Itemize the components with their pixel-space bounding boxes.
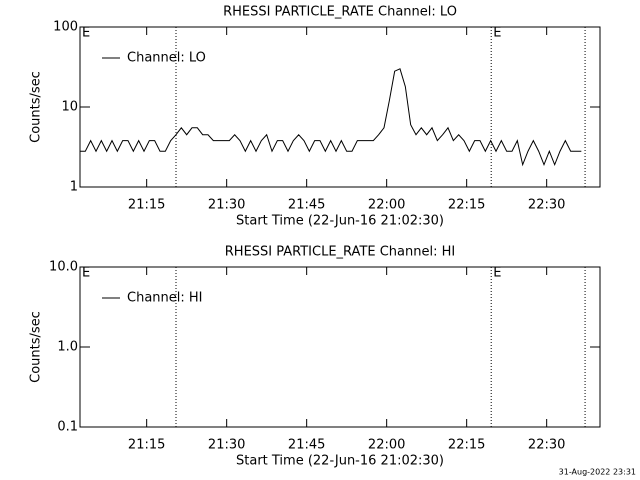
y-tick-label: 100: [53, 20, 78, 35]
x-tick-label: 22:00: [368, 438, 405, 453]
event-label: E: [82, 26, 90, 41]
y-tick-label: 10.0: [49, 260, 78, 275]
footer-date: 31-Aug-2022 23:31: [559, 468, 636, 477]
x-tick-label: 21:15: [128, 438, 165, 453]
x-tick-label: 22:15: [448, 438, 485, 453]
x-tick-label: 22:00: [368, 198, 405, 213]
data-line: [80, 68, 582, 167]
y-tick-label: 0.1: [57, 420, 78, 435]
x-axis-title: Start Time (22-Jun-16 21:02:30): [236, 454, 444, 469]
legend-label: Channel: HI: [127, 291, 203, 306]
y-axis-title: Counts/sec: [29, 71, 44, 143]
x-tick-label: 21:15: [128, 198, 165, 213]
event-label: E: [493, 26, 501, 41]
chart-title: RHESSI PARTICLE_RATE Channel: HI: [225, 245, 455, 260]
x-tick-label: 21:30: [208, 438, 245, 453]
legend-label: Channel: LO: [127, 51, 206, 66]
x-tick-label: 21:30: [208, 198, 245, 213]
y-tick-label: 10: [61, 100, 78, 115]
x-tick-label: 22:30: [528, 198, 565, 213]
y-axis-title: Counts/sec: [29, 311, 44, 383]
chart-title: RHESSI PARTICLE_RATE Channel: LO: [223, 5, 457, 20]
x-tick-label: 21:45: [288, 438, 325, 453]
x-tick-label: 22:30: [528, 438, 565, 453]
event-label: E: [82, 266, 90, 281]
x-tick-label: 22:15: [448, 198, 485, 213]
x-axis-title: Start Time (22-Jun-16 21:02:30): [236, 214, 444, 229]
y-tick-label: 1.0: [57, 340, 78, 355]
event-label: E: [493, 266, 501, 281]
x-tick-label: 21:45: [288, 198, 325, 213]
y-tick-label: 1: [70, 180, 78, 195]
